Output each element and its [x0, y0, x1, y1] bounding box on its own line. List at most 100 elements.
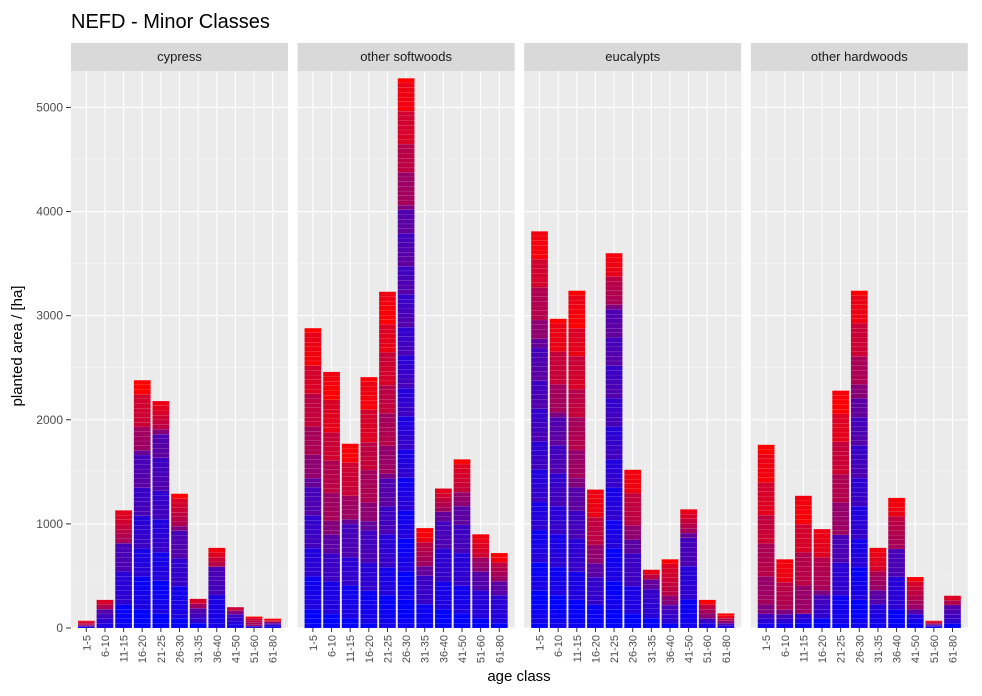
- bar-segment: [605, 477, 623, 483]
- bar-segment: [757, 566, 775, 572]
- bar-segment: [549, 580, 567, 586]
- x-tick-label: 61-80: [947, 635, 959, 663]
- bar-segment: [323, 427, 341, 433]
- bar-segment: [813, 566, 831, 572]
- bar-segment: [360, 404, 378, 410]
- bar-segment: [605, 337, 623, 343]
- bar-segment: [472, 613, 490, 619]
- bar-segment: [397, 425, 415, 431]
- bar-segment: [850, 426, 868, 432]
- bar-segment: [568, 299, 586, 305]
- bar-segment: [549, 609, 567, 615]
- bar-segment: [776, 595, 794, 601]
- bar-segment: [925, 624, 943, 626]
- bar-segment: [813, 528, 831, 534]
- bar: [360, 376, 378, 629]
- bar-segment: [869, 547, 887, 553]
- bar-segment: [397, 482, 415, 488]
- bar-segment: [605, 402, 623, 408]
- bar-segment: [549, 342, 567, 348]
- bar-segment: [378, 333, 396, 339]
- bar-segment: [208, 613, 226, 619]
- bar-segment: [850, 412, 868, 418]
- bar-segment: [133, 604, 151, 610]
- bar-segment: [323, 488, 341, 494]
- bar-segment: [304, 468, 322, 474]
- bar-segment: [323, 455, 341, 461]
- bar-segment: [397, 158, 415, 164]
- bar-segment: [776, 591, 794, 597]
- bar-segment: [530, 506, 549, 512]
- bar: [568, 290, 586, 629]
- bar-segment: [888, 572, 906, 578]
- bar-segment: [378, 557, 396, 563]
- bar-segment: [549, 482, 567, 488]
- bar-segment: [208, 585, 226, 591]
- bar-segment: [586, 553, 604, 559]
- bar-segment: [397, 223, 415, 229]
- bar-segment: [416, 585, 434, 591]
- bar-segment: [549, 360, 567, 366]
- bar-segment: [360, 548, 378, 554]
- bar-segment: [304, 337, 322, 343]
- bar-segment: [832, 595, 850, 601]
- bar-segment: [341, 481, 359, 487]
- bar: [680, 509, 698, 629]
- bar-segment: [378, 310, 396, 316]
- bar-segment: [323, 483, 341, 489]
- bar-segment: [624, 613, 642, 619]
- y-axis-label: planted area / [ha]: [9, 286, 26, 407]
- bar-segment: [530, 310, 549, 316]
- bar-segment: [360, 446, 378, 452]
- bar-segment: [397, 143, 415, 149]
- bar-segment: [549, 463, 567, 469]
- bar-segment: [397, 101, 415, 107]
- bar-segment: [530, 380, 549, 386]
- bar-segment: [341, 471, 359, 477]
- bar-segment: [397, 336, 415, 342]
- bar-segment: [530, 399, 549, 405]
- bar-segment: [661, 614, 679, 619]
- bar-segment: [568, 449, 586, 455]
- bar-segment: [850, 454, 868, 460]
- bar-segment: [757, 482, 775, 488]
- bar-segment: [850, 309, 868, 315]
- bar-segment: [776, 604, 794, 610]
- bar-segment: [568, 309, 586, 315]
- bar: [264, 618, 282, 629]
- bar-segment: [453, 590, 471, 596]
- bar-segment: [549, 421, 567, 427]
- bar-segment: [170, 516, 189, 522]
- bar-segment: [490, 595, 508, 601]
- bar-segment: [341, 467, 359, 473]
- bar-segment: [434, 525, 452, 531]
- bar-segment: [378, 497, 396, 503]
- bar-segment: [680, 570, 698, 576]
- bar-segment: [323, 613, 341, 619]
- bar-segment: [549, 487, 567, 493]
- bar-segment: [472, 562, 490, 568]
- bar-segment: [397, 266, 415, 272]
- bar-segment: [323, 446, 341, 452]
- bar-segment: [757, 491, 775, 497]
- bar-segment: [832, 618, 850, 624]
- bar-segment: [152, 419, 170, 425]
- bar: [189, 598, 207, 629]
- bar-segment: [397, 477, 415, 483]
- bar-segment: [680, 547, 698, 553]
- bar-segment: [850, 548, 868, 554]
- bar-segment: [605, 257, 623, 263]
- bar-segment: [568, 360, 586, 366]
- bar-segment: [133, 380, 151, 386]
- bar-segment: [586, 600, 604, 606]
- bar-segment: [757, 604, 775, 610]
- bar-segment: [530, 254, 549, 260]
- bar-segment: [605, 557, 623, 563]
- bar-segment: [434, 558, 452, 564]
- bar-segment: [490, 613, 508, 619]
- bar-segment: [850, 501, 868, 507]
- bar-segment: [378, 408, 396, 414]
- bar-segment: [568, 557, 586, 563]
- bar-segment: [832, 562, 850, 568]
- bar-segment: [133, 567, 151, 573]
